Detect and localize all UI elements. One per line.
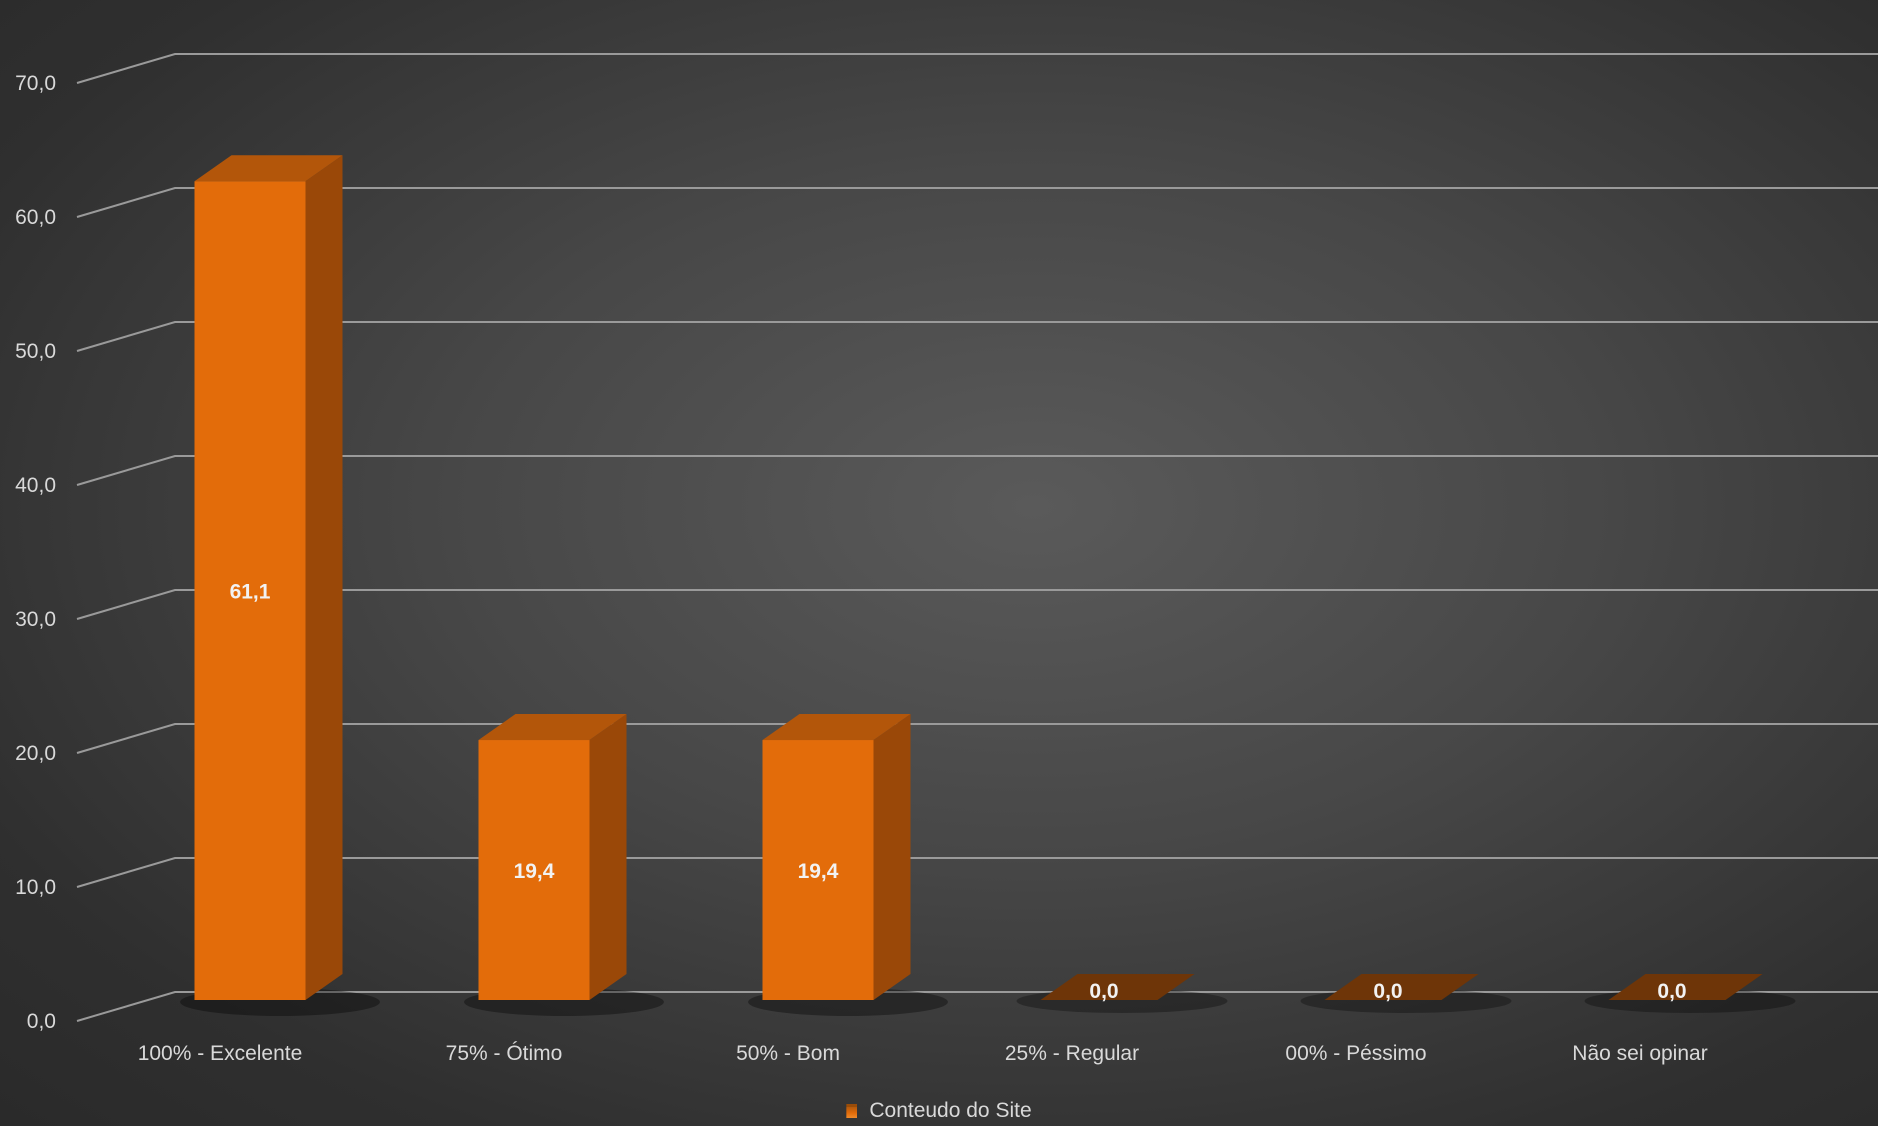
y-tick-label: 20,0: [15, 742, 56, 765]
gridline: [76, 991, 1878, 1022]
y-tick-label: 40,0: [15, 474, 56, 497]
x-tick-label: 25% - Regular: [1005, 1042, 1139, 1065]
y-tick-label: 60,0: [15, 206, 56, 229]
bar-top: [194, 155, 343, 182]
bar: [194, 181, 306, 1000]
bar: [762, 740, 874, 1000]
gridline: [76, 455, 1878, 486]
data-label: 61,1: [230, 581, 271, 604]
legend-label: Conteudo do Site: [869, 1099, 1032, 1122]
bar: [478, 740, 590, 1000]
gridline: [76, 857, 1878, 888]
y-tick-label: 70,0: [15, 72, 56, 95]
y-tick-label: 0,0: [27, 1010, 56, 1033]
bar: [1040, 974, 1195, 1000]
x-tick-label: 100% - Excelente: [138, 1042, 303, 1065]
data-label: 19,4: [798, 860, 839, 883]
x-tick-label: 50% - Bom: [736, 1042, 840, 1065]
x-tick-label: Não sei opinar: [1572, 1042, 1707, 1065]
bar: [1324, 974, 1479, 1000]
gridline: [76, 723, 1878, 754]
legend-swatch: [846, 1104, 858, 1118]
y-tick-label: 30,0: [15, 608, 56, 631]
gridline: [76, 321, 1878, 352]
bar-side: [589, 714, 627, 1000]
bar-top: [478, 714, 627, 741]
legend: Conteudo do Site: [0, 1099, 1878, 1123]
data-label: 19,4: [514, 860, 555, 883]
data-label: 0,0: [1089, 980, 1118, 1003]
y-tick-label: 50,0: [15, 340, 56, 363]
x-tick-label: 00% - Péssimo: [1285, 1042, 1426, 1065]
y-tick-label: 10,0: [15, 876, 56, 899]
bar-side: [305, 155, 343, 1000]
bar-side: [873, 714, 911, 1000]
bar-top: [762, 714, 911, 741]
gridline: [76, 589, 1878, 620]
data-label: 0,0: [1373, 980, 1402, 1003]
bar: [1608, 974, 1763, 1000]
x-tick-label: 75% - Ótimo: [446, 1042, 563, 1065]
data-label: 0,0: [1657, 980, 1686, 1003]
gridline: [76, 187, 1878, 218]
gridline: [76, 53, 1878, 84]
